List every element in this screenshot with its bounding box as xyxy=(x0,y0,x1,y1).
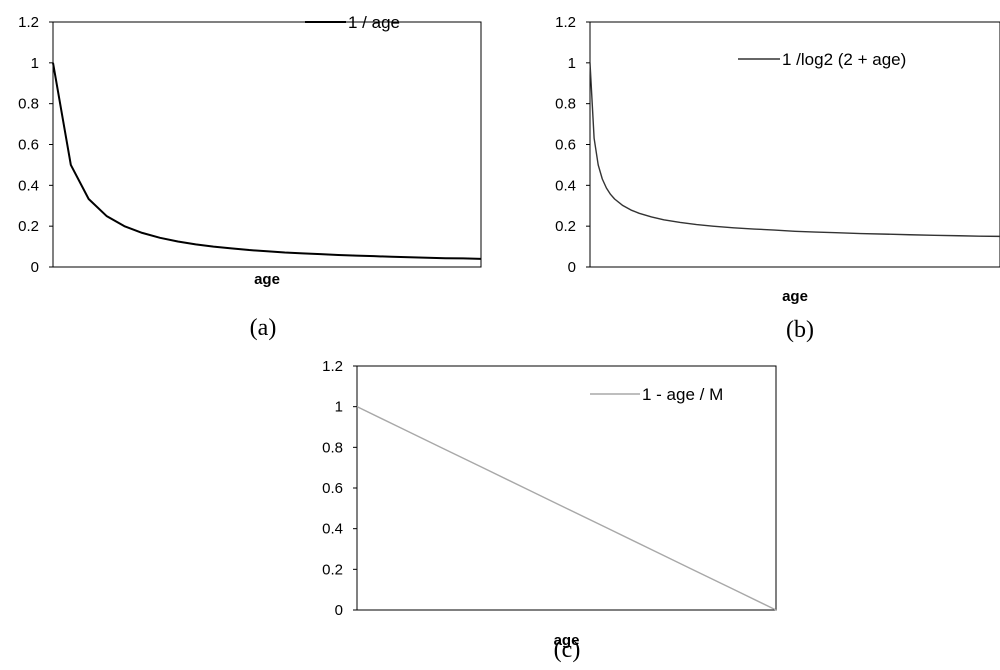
y-tick-label: 0.6 xyxy=(322,480,343,497)
y-tick-label: 1 xyxy=(335,399,343,416)
y-tick-label: 0.8 xyxy=(322,439,343,456)
y-tick-label: 0 xyxy=(335,602,343,619)
y-tick-label: 0 xyxy=(568,259,576,276)
x-axis-title: age xyxy=(782,288,808,305)
x-axis-title: age xyxy=(554,632,580,649)
x-axis-title: age xyxy=(254,271,280,288)
series-line xyxy=(356,406,777,611)
panel-caption: (b) xyxy=(786,317,814,343)
panel-caption: (c) xyxy=(554,637,581,663)
chart-panel-1: 0 0.2 0.4 0.6 0.8 1 1.2 age 1 / age (a) xyxy=(18,13,482,341)
y-tick-label: 0.2 xyxy=(322,561,343,578)
y-tick-label: 0 xyxy=(31,259,39,276)
plot-frame xyxy=(52,21,482,268)
series-line xyxy=(52,62,482,260)
y-tick-label: 1.2 xyxy=(18,14,39,31)
chart-panel-2: 0 0.2 0.4 0.6 0.8 1 1.2 age 1 /log2 (2 + age) (b) xyxy=(555,14,1000,343)
legend-label: 1 / age xyxy=(348,13,400,32)
y-tick-label: 0.8 xyxy=(555,96,576,113)
y-tick-label: 1 xyxy=(568,55,576,72)
legend-label: 1 - age / M xyxy=(642,385,723,404)
y-tick-label: 0.4 xyxy=(555,177,576,194)
y-tick-label: 0.6 xyxy=(18,137,39,154)
series-line xyxy=(589,62,1000,238)
y-tick-label: 0.2 xyxy=(555,218,576,235)
y-tick-label: 0.8 xyxy=(18,96,39,113)
y-tick-label: 1 xyxy=(31,55,39,72)
y-tick-label: 0.2 xyxy=(18,218,39,235)
y-tick-label: 0.4 xyxy=(322,521,343,538)
y-tick-label: 0.6 xyxy=(555,137,576,154)
panel-caption: (a) xyxy=(250,315,277,341)
legend-label: 1 /log2 (2 + age) xyxy=(782,50,906,69)
y-tick-label: 1.2 xyxy=(555,14,576,31)
y-tick-label: 1.2 xyxy=(322,358,343,375)
chart-panel-3: 0 0.2 0.4 0.6 0.8 1 1.2 age 1 - age / M (c) xyxy=(322,358,777,663)
y-tick-label: 0.4 xyxy=(18,177,39,194)
